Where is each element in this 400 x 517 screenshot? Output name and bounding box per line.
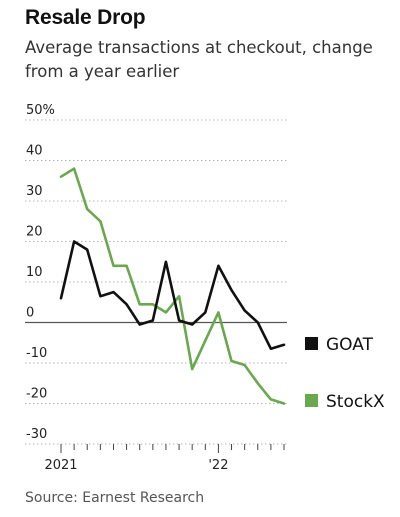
y-tick-label: -30 xyxy=(26,427,47,442)
legend-swatch-stockx xyxy=(305,394,318,407)
series-line-stockx xyxy=(59,167,286,405)
y-tick-label: 30 xyxy=(26,184,43,199)
y-tick-label: 40 xyxy=(26,144,43,159)
y-tick-label: 10 xyxy=(26,265,43,280)
y-tick-label: -20 xyxy=(26,387,47,402)
chart-title: Resale Drop xyxy=(25,6,146,29)
series-line-goat xyxy=(59,240,286,351)
source-note: Source: Earnest Research xyxy=(25,490,205,506)
legend-label-stockx: StockX xyxy=(326,392,385,412)
y-tick-label: 20 xyxy=(26,225,43,240)
x-tick-label: '22 xyxy=(208,458,228,473)
chart-subtitle: Average transactions at checkout, change… xyxy=(25,38,373,81)
y-tick-label: -10 xyxy=(26,346,47,361)
x-tick-label: 2021 xyxy=(44,458,77,473)
legend-label-goat: GOAT xyxy=(326,335,374,355)
y-tick-label: 0 xyxy=(26,306,34,321)
y-tick-label: 50% xyxy=(26,103,55,118)
legend-swatch-goat xyxy=(305,337,318,350)
